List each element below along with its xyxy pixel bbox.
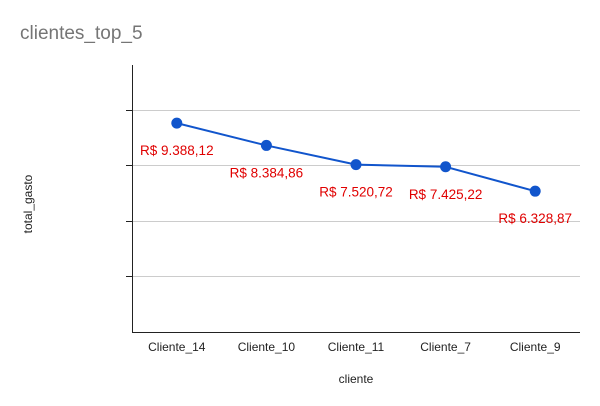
data-point (171, 117, 183, 129)
data-labels: R$ 9.388,12 R$ 8.384,86 R$ 7.520,72 R$ 7.42… (140, 143, 572, 226)
data-label: R$ 8.384,86 (230, 165, 304, 180)
data-point (350, 159, 362, 171)
x-tick-label: Cliente_10 (238, 340, 296, 354)
x-tick-label: Cliente_7 (420, 340, 471, 354)
x-tick-label: Cliente_14 (148, 340, 206, 354)
data-label: R$ 7.520,72 (319, 185, 393, 200)
x-axis-title: cliente (339, 372, 374, 386)
chart-title: clientes_top_5 (20, 23, 143, 44)
series-group (171, 117, 541, 197)
x-tick-label: Cliente_11 (328, 340, 385, 354)
x-tick-label: Cliente_9 (510, 340, 561, 354)
series-line (176, 122, 536, 193)
data-label: R$ 7.425,22 (409, 187, 483, 202)
y-axis-title: total_gasto (21, 174, 35, 233)
data-point (529, 185, 541, 197)
data-label: R$ 9.388,12 (140, 143, 214, 158)
data-point (260, 139, 272, 151)
x-tick-labels: Cliente_14 Cliente_10 Cliente_11 Cliente_7 C… (148, 340, 561, 354)
data-label: R$ 6.328,87 (498, 211, 572, 226)
data-point (440, 161, 452, 173)
